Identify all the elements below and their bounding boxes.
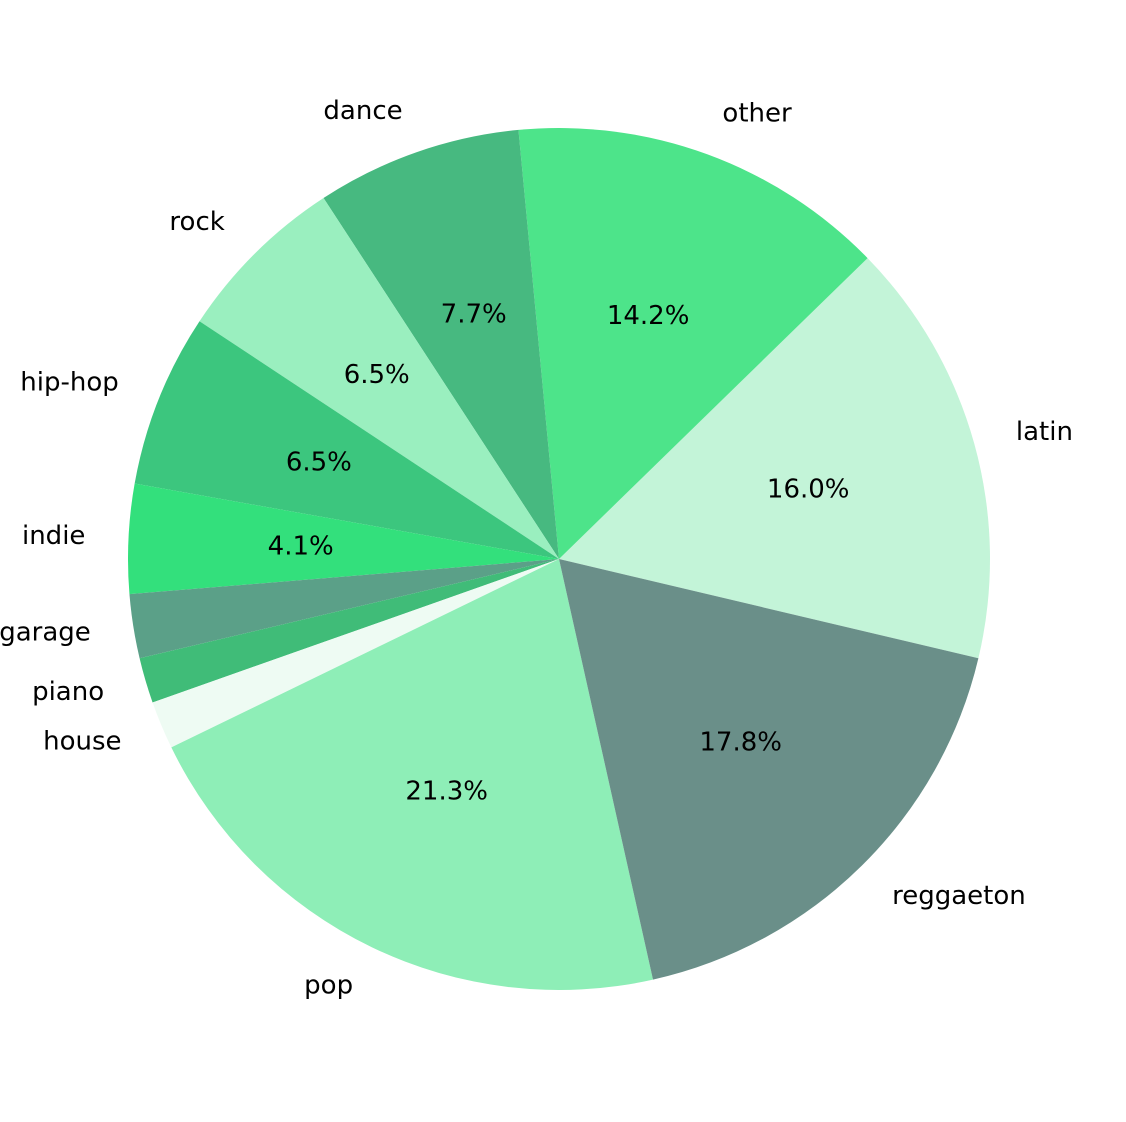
slice-label-piano: piano	[32, 677, 104, 707]
slice-label-rock: rock	[169, 207, 224, 237]
pie-slice-pop	[171, 559, 654, 990]
slices-layer	[128, 127, 990, 990]
pie-slice-piano	[139, 559, 559, 703]
pie-slice-rock	[199, 198, 559, 559]
pie-slice-latin	[559, 258, 990, 659]
labels-layer: latin 16.0% other 14.2% dance 7.7% rock 6.5% hip…	[0, 96, 1073, 1001]
slice-pct-dance: 7.7%	[441, 299, 507, 329]
pie-slice-house	[152, 559, 559, 748]
slice-label-dance: dance	[323, 96, 402, 126]
slice-label-garage: garage	[0, 618, 91, 648]
pie-slice-dance	[323, 129, 559, 559]
slice-pct-latin: 16.0%	[767, 474, 850, 504]
pie-slice-indie	[128, 483, 559, 595]
slice-pct-pop: 21.3%	[405, 776, 488, 806]
slice-pct-hip-hop: 6.5%	[286, 448, 352, 478]
slice-pct-indie: 4.1%	[268, 531, 334, 561]
slice-label-pop: pop	[304, 971, 353, 1001]
slice-label-indie: indie	[22, 521, 85, 551]
pie-slice-reggaeton	[559, 559, 979, 980]
slice-pct-other: 14.2%	[607, 301, 690, 331]
pie-slice-hip-hop	[134, 321, 559, 559]
pie-slice-other	[518, 127, 868, 559]
slice-pct-reggaeton: 17.8%	[699, 728, 782, 758]
slice-pct-rock: 6.5%	[344, 360, 410, 390]
slice-label-hip-hop: hip-hop	[20, 368, 118, 398]
pie-slice-garage	[129, 559, 559, 659]
slice-label-other: other	[722, 98, 792, 128]
slice-label-latin: latin	[1016, 417, 1073, 447]
slice-label-reggaeton: reggaeton	[892, 881, 1026, 911]
slice-label-house: house	[43, 726, 121, 756]
